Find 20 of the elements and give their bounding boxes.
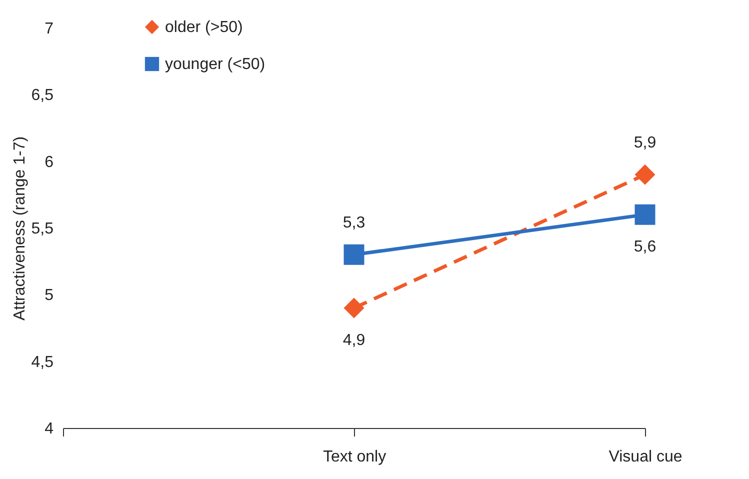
data-label: 5,9 xyxy=(634,134,656,152)
point xyxy=(634,164,656,185)
point xyxy=(344,244,364,265)
y-tick-label: 4 xyxy=(44,420,54,438)
data-label: 5,3 xyxy=(342,214,366,232)
y-tick-label: 5 xyxy=(44,287,54,304)
y-axis-title: Attractiveness (range 1-7) xyxy=(11,136,28,321)
y-tick-label: 4,5 xyxy=(31,354,54,371)
data-label: 5,6 xyxy=(634,238,656,256)
legend-label: older (>50) xyxy=(165,19,243,36)
legend-label: younger (<50) xyxy=(165,56,266,73)
x-tick-label: Visual cue xyxy=(608,448,682,466)
y-tick-label: 6 xyxy=(44,154,54,171)
point xyxy=(634,204,656,225)
data-label: 4,9 xyxy=(342,332,366,349)
y-tick-label: 7 xyxy=(44,20,54,38)
y-tick-label: 5,5 xyxy=(31,220,54,238)
x-tick-label: Text only xyxy=(322,448,386,466)
y-tick-label: 6,5 xyxy=(31,87,54,104)
point xyxy=(344,298,364,318)
